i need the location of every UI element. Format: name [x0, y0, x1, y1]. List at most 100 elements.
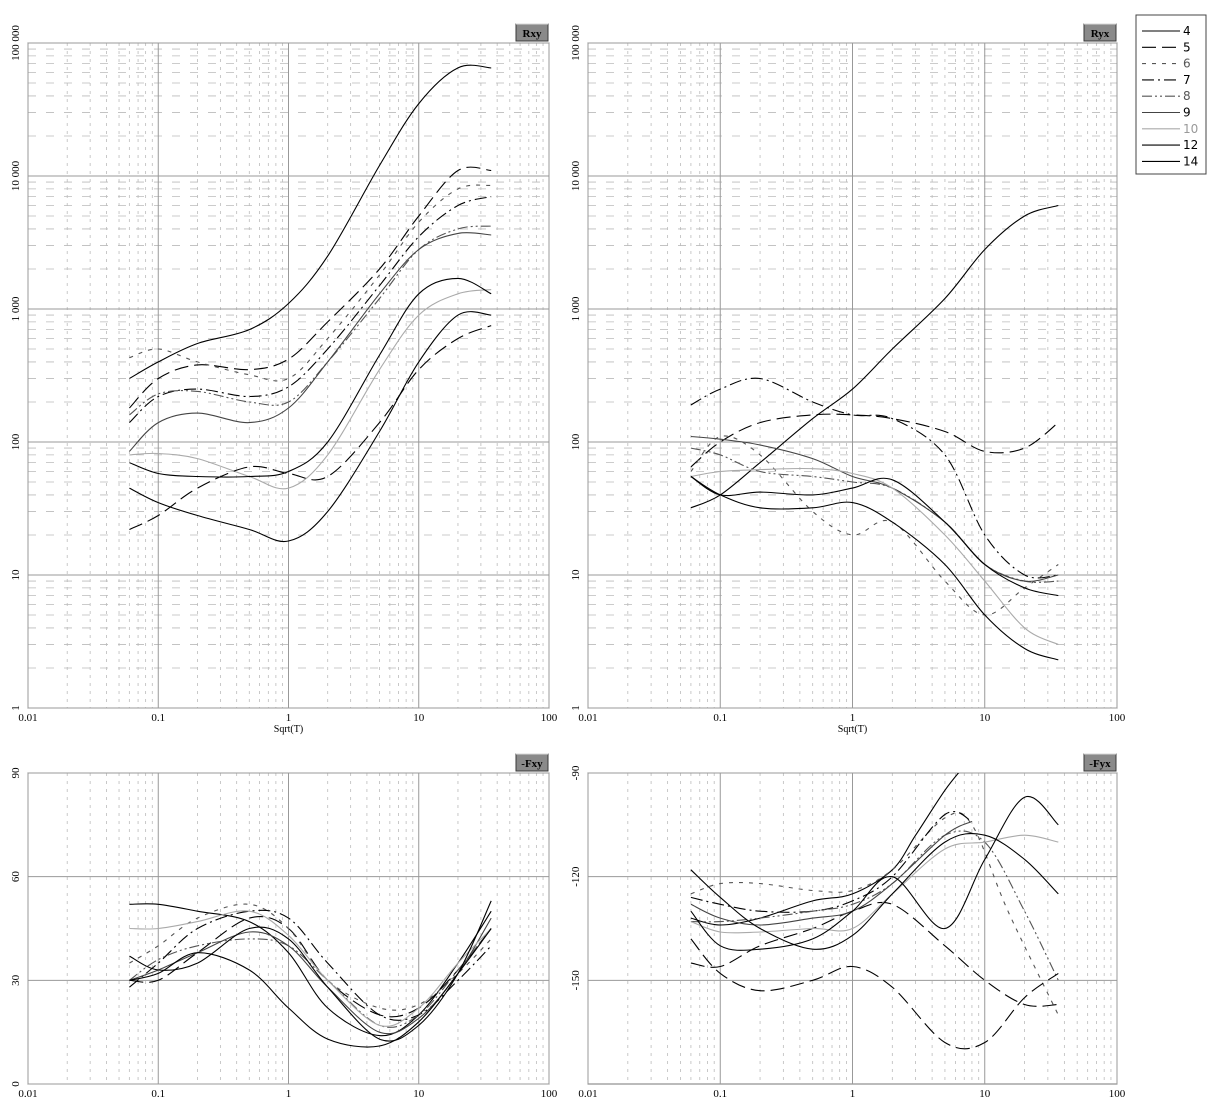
- series-line-6: [690, 435, 1059, 616]
- series-line-7: [690, 377, 1059, 579]
- series-line-12: [129, 900, 492, 1042]
- x-tick-label: 100: [1109, 712, 1126, 724]
- y-tick-label: 100: [570, 433, 582, 450]
- y-tick-label: -120: [570, 866, 582, 887]
- y-tick-label: 10: [570, 569, 582, 581]
- x-tick-label: 10: [979, 1088, 991, 1099]
- x-tick-label: 0.1: [151, 1088, 165, 1099]
- x-tick-label: 0.1: [713, 712, 727, 724]
- y-tick-label: -90: [570, 765, 582, 780]
- series-line-unlabeled: [690, 938, 1059, 1050]
- series-line-6: [129, 903, 492, 1011]
- y-tick-label: 0: [10, 1081, 22, 1087]
- series-line-10: [690, 834, 1059, 934]
- legend-label: 10: [1183, 122, 1198, 136]
- legend-label: 12: [1183, 138, 1198, 152]
- series-line-5: [129, 916, 492, 1018]
- x-tick-label: 1: [850, 1088, 856, 1099]
- x-tick-label: 100: [541, 1088, 558, 1099]
- legend-label: 5: [1183, 40, 1191, 54]
- series-line-4: [690, 204, 1059, 509]
- y-tick-label: 100 000: [570, 25, 582, 61]
- x-tick-label: 0.01: [18, 1088, 37, 1099]
- x-tick-label: 1: [286, 712, 292, 724]
- y-tick-label: 1 000: [10, 296, 22, 321]
- series-line-7: [129, 196, 492, 424]
- y-tick-label: 90: [10, 767, 22, 779]
- series-line-5: [690, 901, 1059, 1007]
- x-tick-label: 0.01: [18, 712, 37, 724]
- series-line-10: [690, 467, 1059, 646]
- y-tick-label: 1: [570, 705, 582, 711]
- panel-title: -Fxy: [521, 758, 543, 770]
- series-line-10: [129, 910, 492, 1027]
- x-tick-label: 0.1: [713, 1088, 727, 1099]
- series-line-8: [129, 225, 492, 416]
- y-tick-label: 10: [10, 569, 22, 581]
- y-tick-label: -150: [570, 970, 582, 991]
- y-tick-label: 100: [10, 433, 22, 450]
- panel-title: Rxy: [523, 28, 542, 40]
- series-line-7: [690, 810, 973, 913]
- x-tick-label: 0.1: [151, 712, 165, 724]
- series-line-12: [129, 277, 492, 478]
- legend-label: 14: [1183, 154, 1198, 168]
- y-tick-label: 60: [10, 871, 22, 883]
- legend: 4 5 6 7 8 9 10 12 14: [1135, 14, 1207, 175]
- series-line-9: [129, 232, 492, 452]
- panel-title-badge: -Fyx: [1083, 753, 1117, 772]
- panel-title-badge: Ryx: [1083, 23, 1117, 42]
- series-line-14: [129, 928, 492, 1048]
- legend-label: 4: [1183, 24, 1191, 38]
- x-axis-label: Sqrt(T): [274, 724, 303, 735]
- series-line-12: [690, 476, 1059, 597]
- y-tick-label: 100 000: [10, 25, 22, 61]
- grid: [587, 42, 1118, 709]
- series-line-14: [690, 476, 1059, 661]
- panel-title: -Fyx: [1089, 758, 1111, 770]
- y-tick-label: 10 000: [10, 160, 22, 191]
- panel-title-badge: -Fxy: [515, 753, 549, 772]
- y-tick-label: 1 000: [570, 296, 582, 321]
- series-group: [129, 900, 492, 1048]
- series-line-4: [690, 773, 960, 926]
- series-group: [129, 64, 492, 543]
- series-line-12: [690, 832, 1059, 950]
- x-tick-label: 0.01: [578, 1088, 597, 1099]
- panel-title-badge: Rxy: [515, 23, 549, 42]
- series-line-6: [690, 812, 1059, 1016]
- series-line-10: [129, 289, 492, 490]
- series-line-14: [129, 311, 492, 543]
- series-line-6: [129, 184, 492, 382]
- grid: [27, 42, 550, 709]
- x-tick-label: 10: [979, 712, 991, 724]
- panel-title: Ryx: [1091, 28, 1110, 40]
- series-group: [690, 204, 1059, 661]
- series-line-8: [690, 830, 1059, 981]
- legend-label: 8: [1183, 89, 1191, 103]
- y-tick-label: 30: [10, 974, 22, 986]
- series-line-5: [129, 166, 492, 409]
- x-tick-label: 1: [286, 1088, 292, 1099]
- legend-box: [1135, 14, 1207, 175]
- series-group: [690, 773, 1059, 1050]
- x-tick-label: 1: [850, 712, 856, 724]
- legend-label: 7: [1183, 73, 1191, 87]
- x-axis-label: Sqrt(T): [838, 724, 867, 735]
- legend-label: 6: [1183, 57, 1191, 71]
- x-tick-label: 100: [1109, 1088, 1126, 1099]
- series-line-4: [129, 64, 492, 379]
- x-tick-label: 10: [413, 1088, 425, 1099]
- legend-label: 9: [1183, 106, 1191, 120]
- series-line-14: [690, 795, 1059, 951]
- series-line-unlabeled: [129, 325, 492, 530]
- y-tick-label: 1: [10, 705, 22, 711]
- y-tick-label: 10 000: [570, 160, 582, 191]
- series-line-9: [690, 820, 973, 926]
